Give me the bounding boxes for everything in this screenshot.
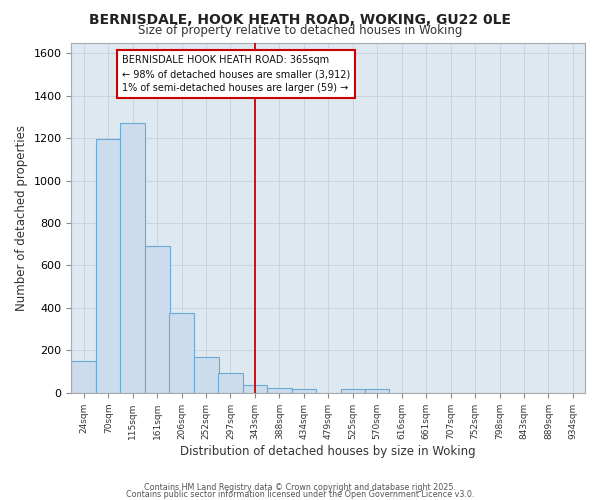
Bar — [169, 312, 194, 393]
X-axis label: Distribution of detached houses by size in Woking: Distribution of detached houses by size … — [181, 444, 476, 458]
Bar — [120, 123, 145, 393]
Bar — [218, 372, 243, 393]
Text: Contains HM Land Registry data © Crown copyright and database right 2025.: Contains HM Land Registry data © Crown c… — [144, 484, 456, 492]
Y-axis label: Number of detached properties: Number of detached properties — [15, 124, 28, 310]
Text: Size of property relative to detached houses in Woking: Size of property relative to detached ho… — [138, 24, 462, 37]
Bar — [243, 386, 268, 393]
Bar — [267, 388, 292, 393]
Bar — [341, 388, 365, 393]
Text: BERNISDALE, HOOK HEATH ROAD, WOKING, GU22 0LE: BERNISDALE, HOOK HEATH ROAD, WOKING, GU2… — [89, 12, 511, 26]
Bar — [96, 139, 121, 393]
Bar — [365, 388, 389, 393]
Text: Contains public sector information licensed under the Open Government Licence v3: Contains public sector information licen… — [126, 490, 474, 499]
Bar — [71, 361, 96, 393]
Bar — [292, 388, 316, 393]
Bar — [145, 246, 170, 393]
Bar — [194, 357, 218, 393]
Text: BERNISDALE HOOK HEATH ROAD: 365sqm
← 98% of detached houses are smaller (3,912)
: BERNISDALE HOOK HEATH ROAD: 365sqm ← 98%… — [122, 55, 350, 93]
